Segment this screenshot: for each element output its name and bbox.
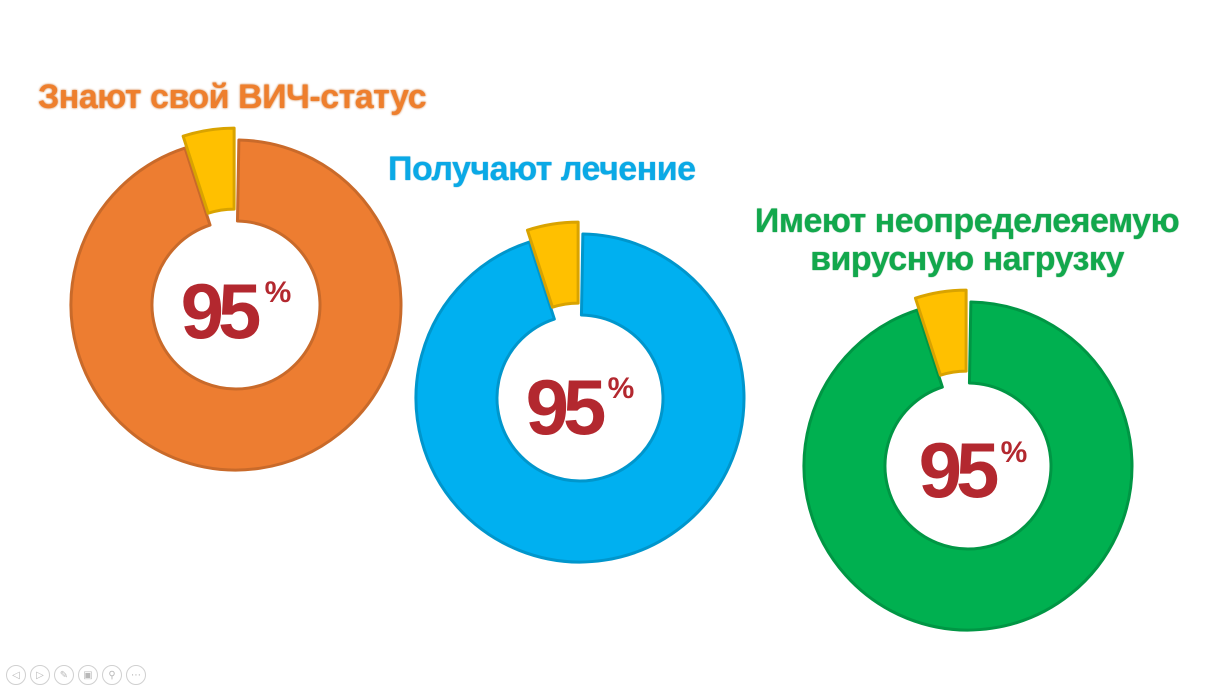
- donut-slice-remaining: [525, 220, 580, 309]
- chart-title-viral-load: Имеют неопределеяемую вирусную нагрузку: [754, 202, 1180, 279]
- percent-sign: %: [608, 372, 635, 405]
- value-label: 95: [526, 363, 605, 451]
- donut-slice-main: [69, 138, 403, 472]
- value-label: 95: [181, 267, 260, 355]
- donut-ring: [69, 126, 403, 472]
- slides-icon[interactable]: ▣: [78, 665, 98, 685]
- next-slide-icon[interactable]: ▷: [30, 665, 50, 685]
- more-icon[interactable]: ⋯: [126, 665, 146, 685]
- donut-treatment: 95 %: [414, 220, 746, 564]
- prev-slide-icon[interactable]: ◁: [6, 665, 26, 685]
- donut-slice-remaining: [181, 126, 236, 215]
- slide-nav-bar: ◁ ▷ ✎ ▣ ⚲ ⋯: [6, 665, 146, 685]
- donut-ring: [414, 220, 746, 564]
- value-label: 95: [919, 426, 998, 514]
- chart-title-treatment: Получают лечение: [388, 150, 696, 188]
- donut-slice-main: [802, 300, 1134, 632]
- percent-sign: %: [1001, 436, 1028, 469]
- donut-ring: [802, 288, 1134, 632]
- percent-sign: %: [265, 276, 292, 309]
- pen-icon[interactable]: ✎: [54, 665, 74, 685]
- donut-slice-main: [414, 232, 746, 564]
- donut-viral-load: 95 %: [802, 288, 1134, 632]
- donut-slice-remaining: [913, 288, 968, 377]
- donut-know-status: 95 %: [69, 126, 403, 472]
- chart-title-know-status: Знают свой ВИЧ-статус: [38, 78, 427, 116]
- zoom-icon[interactable]: ⚲: [102, 665, 122, 685]
